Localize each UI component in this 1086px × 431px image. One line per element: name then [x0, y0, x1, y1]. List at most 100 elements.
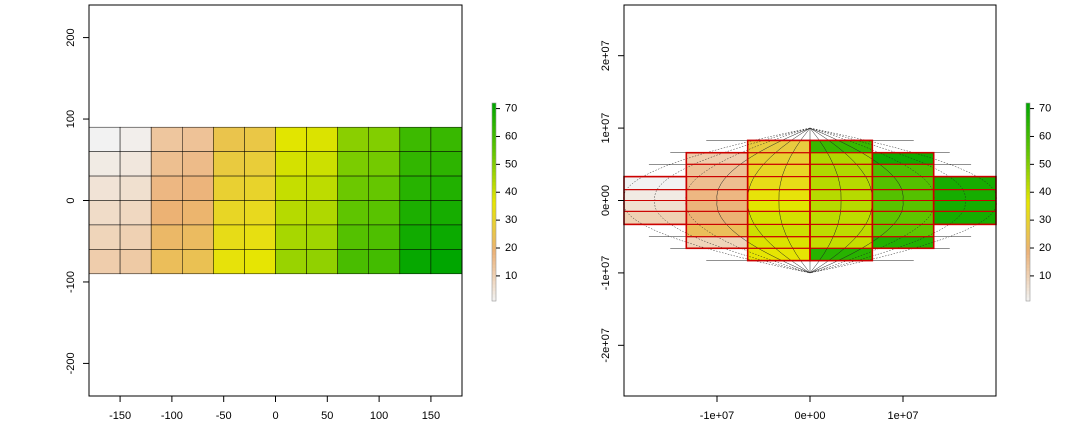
- right-y-tick-label: 1e+07: [600, 113, 612, 144]
- left-legend-swatch: [492, 274, 496, 279]
- left-raster-cell: [430, 126, 463, 152]
- right-legend-swatch: [1026, 195, 1030, 200]
- right-raster-cell: [747, 224, 810, 237]
- left-legend-swatch: [492, 103, 496, 107]
- left-raster-cell: [430, 224, 463, 250]
- left-raster-cell: [399, 126, 432, 152]
- right-y-axis: -2e+07 -1e+07 0e+00 1e+07 2e+07: [600, 40, 624, 363]
- left-raster-cell: [182, 200, 214, 226]
- left-raster-cell: [368, 151, 401, 177]
- right-y-tick-label: 2e+07: [600, 40, 612, 71]
- left-raster-cell: [399, 249, 432, 275]
- left-legend-swatch: [492, 202, 496, 206]
- right-legend-swatch: [1026, 297, 1030, 302]
- right-legend-swatch: [1026, 261, 1030, 266]
- right-legend-tick-label: 30: [1039, 214, 1051, 226]
- right-raster-cell: [810, 176, 873, 190]
- right-raster-cell: [810, 211, 873, 225]
- left-legend-swatch: [492, 208, 496, 213]
- right-raster-cell: [872, 211, 934, 225]
- left-raster-cell: [244, 249, 276, 275]
- right-raster-cell: [686, 164, 748, 177]
- right-legend-swatch: [1026, 284, 1030, 289]
- left-legend-swatch: [492, 172, 496, 176]
- left-raster-cell: [399, 200, 432, 226]
- left-raster-cell: [88, 249, 121, 275]
- right-legend-swatch: [1026, 248, 1030, 252]
- right-legend-swatch: [1026, 228, 1030, 233]
- left-legend-swatch: [492, 287, 496, 292]
- left-legend-swatch: [492, 297, 496, 302]
- left-legend-swatch: [492, 198, 496, 203]
- left-legend-swatch: [492, 205, 496, 209]
- left-raster-cell: [337, 126, 369, 152]
- left-raster-cell: [244, 200, 276, 226]
- right-x-tick-label: 0e+00: [795, 410, 826, 422]
- left-raster-cell: [88, 224, 121, 250]
- right-legend-swatch: [1026, 258, 1030, 262]
- left-raster-cell: [399, 224, 432, 250]
- right-legend-swatch: [1026, 198, 1030, 203]
- left-raster-cell: [337, 151, 369, 177]
- left-raster-cell: [275, 200, 307, 226]
- right-legend-tick-label: 50: [1039, 158, 1051, 170]
- left-raster-cell: [182, 249, 214, 275]
- left-raster-cell: [368, 224, 401, 250]
- left-legend-swatch: [492, 231, 496, 236]
- right-raster-cell: [872, 152, 934, 165]
- right-raster-cell: [810, 236, 873, 249]
- right-legend-swatch: [1026, 221, 1030, 226]
- left-raster-cell: [88, 200, 121, 226]
- right-legend-swatch: [1026, 126, 1030, 130]
- left-raster-cell: [306, 126, 338, 152]
- left-raster-cell: [119, 151, 152, 177]
- right-legend-swatch: [1026, 268, 1030, 272]
- left-legend-tick-label: 30: [505, 214, 517, 226]
- left-legend-swatch: [492, 178, 496, 183]
- left-raster-cells: [88, 126, 463, 275]
- left-raster-cell: [399, 151, 432, 177]
- left-raster-cell: [275, 224, 307, 250]
- right-raster-cell: [810, 164, 873, 177]
- left-legend-swatch: [492, 122, 496, 127]
- left-raster-cell: [430, 151, 463, 177]
- right-raster-cell: [872, 164, 934, 177]
- left-y-tick-label: -100: [65, 271, 77, 293]
- right-raster-cell: [686, 176, 748, 190]
- right-legend-swatch: [1026, 112, 1030, 117]
- right-legend-swatch: [1026, 165, 1030, 170]
- right-legend-tick-label: 40: [1039, 186, 1051, 198]
- left-y-tick-label: -200: [65, 352, 77, 374]
- right-raster-cell: [686, 211, 748, 225]
- left-legend-tick-label: 60: [505, 130, 517, 142]
- right-legend-swatch: [1026, 238, 1030, 242]
- right-raster-cell: [872, 236, 934, 249]
- left-raster-cell: [88, 126, 121, 152]
- left-x-tick-label: 0: [272, 410, 278, 422]
- left-legend-swatch: [492, 159, 496, 163]
- right-legend-swatch: [1026, 264, 1030, 269]
- left-legend-swatch: [492, 228, 496, 233]
- right-y-tick-label: -1e+07: [600, 256, 612, 291]
- left-raster-cell: [275, 175, 307, 201]
- right-legend-swatch: [1026, 218, 1030, 223]
- right-raster-cell: [747, 236, 810, 249]
- right-legend-tick-label: 10: [1039, 270, 1051, 282]
- left-raster-cell: [430, 200, 463, 226]
- left-legend-frame: [491, 102, 497, 302]
- right-legend-swatch: [1026, 139, 1030, 143]
- right-y-tick-label: -2e+07: [600, 328, 612, 363]
- right-raster-cell: [933, 211, 996, 225]
- left-raster-cell: [213, 224, 245, 250]
- right-raster-cell: [747, 152, 810, 165]
- left-raster-cell: [150, 126, 183, 152]
- right-legend-swatch: [1026, 192, 1030, 196]
- right-x-tick-label: -1e+07: [700, 410, 735, 422]
- right-raster-cell: [810, 224, 873, 237]
- left-legend-swatch: [492, 129, 496, 134]
- left-legend-swatch: [492, 271, 496, 275]
- left-raster-cell: [213, 126, 245, 152]
- left-raster-cell: [119, 200, 152, 226]
- left-legend-swatch: [492, 149, 496, 153]
- right-legend-swatch: [1026, 244, 1030, 249]
